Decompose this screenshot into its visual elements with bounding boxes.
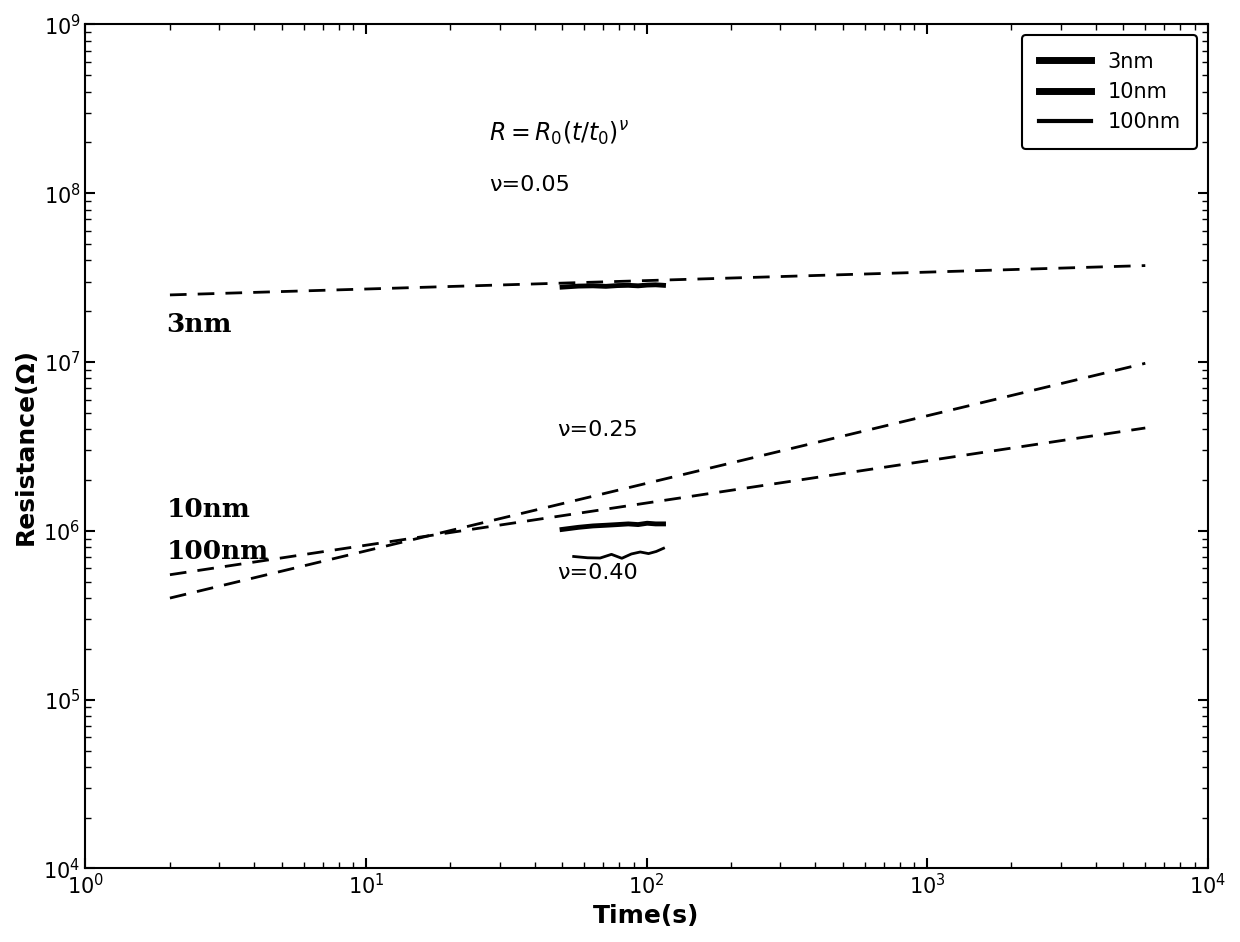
Text: 3nm: 3nm — [166, 312, 232, 336]
Text: ν=0.40: ν=0.40 — [557, 563, 637, 583]
Text: $R=R_0(t/t_0)^\nu$: $R=R_0(t/t_0)^\nu$ — [490, 121, 630, 148]
Text: 10nm: 10nm — [166, 497, 250, 522]
Text: ν=0.05: ν=0.05 — [490, 175, 570, 195]
Y-axis label: Resistance(Ω): Resistance(Ω) — [14, 348, 38, 545]
Text: 100nm: 100nm — [166, 540, 269, 564]
Text: ν=0.25: ν=0.25 — [557, 419, 637, 440]
X-axis label: Time(s): Time(s) — [593, 904, 699, 928]
Legend: 3nm, 10nm, 100nm: 3nm, 10nm, 100nm — [1022, 35, 1197, 149]
